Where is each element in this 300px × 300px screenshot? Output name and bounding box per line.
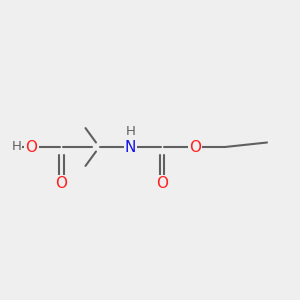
Text: H: H xyxy=(126,125,135,138)
Text: O: O xyxy=(56,176,68,191)
Text: O: O xyxy=(189,140,201,154)
Text: H: H xyxy=(12,140,21,154)
Text: N: N xyxy=(125,140,136,154)
Text: O: O xyxy=(26,140,38,154)
Text: O: O xyxy=(156,176,168,191)
